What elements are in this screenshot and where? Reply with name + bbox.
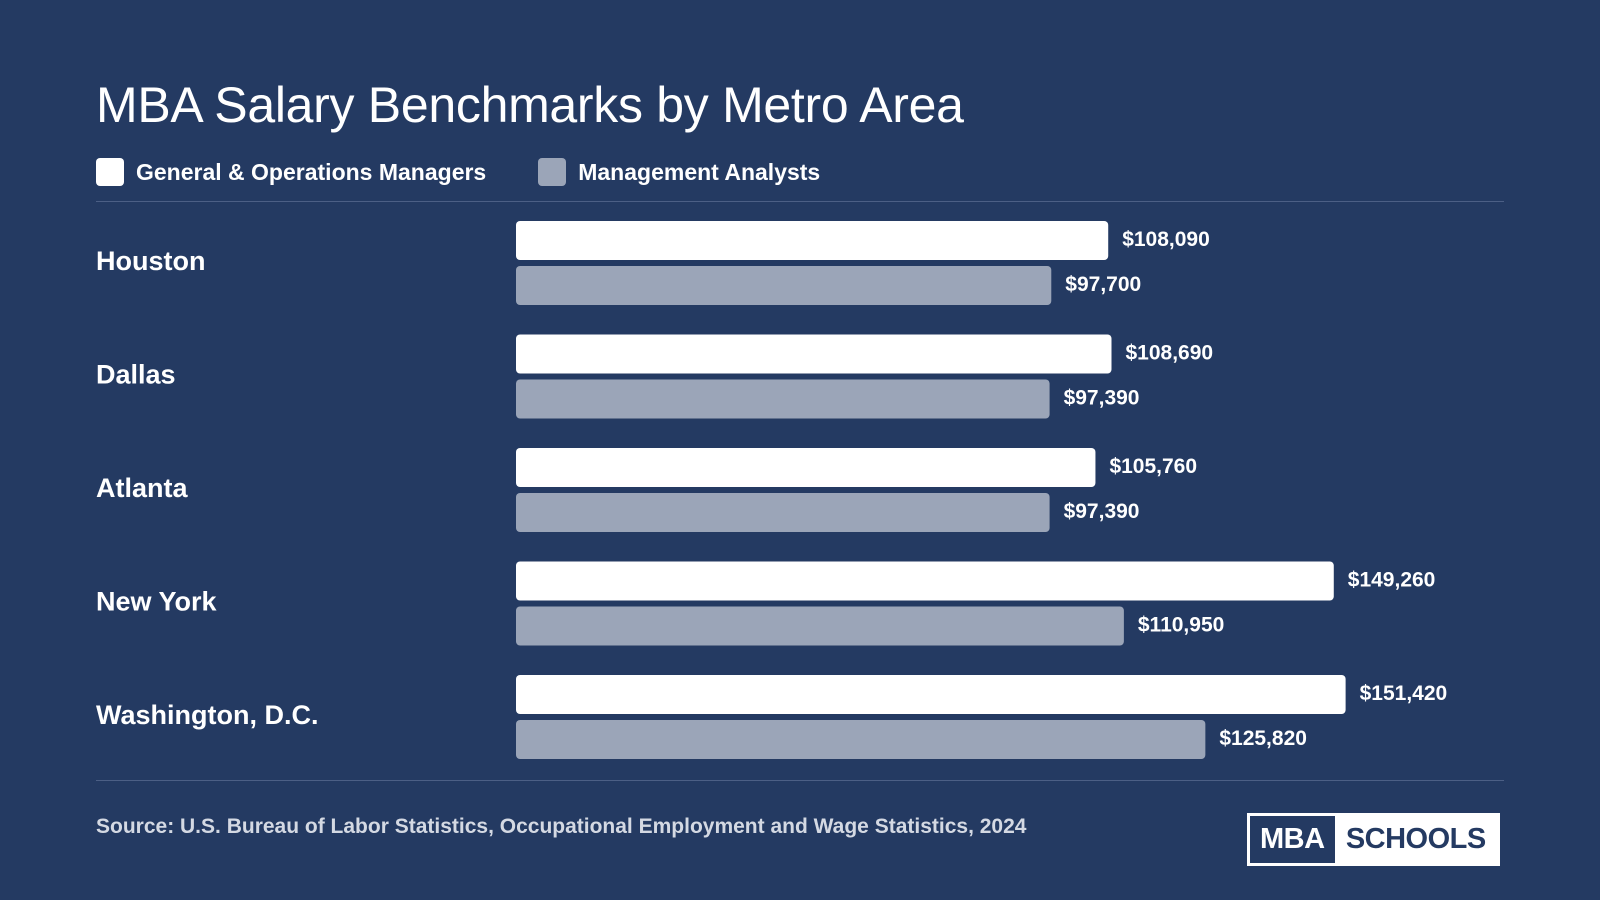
bar-analysts-washington-d-c bbox=[516, 720, 1206, 759]
bar-analysts-dallas bbox=[516, 379, 1050, 419]
logo-mba-text: MBA bbox=[1250, 816, 1335, 863]
bar-managers-atlanta bbox=[516, 448, 1096, 487]
source-note: Source: U.S. Bureau of Labor Statistics,… bbox=[96, 815, 1027, 838]
category-label-houston: Houston bbox=[96, 246, 205, 276]
bar-analysts-new-york bbox=[516, 606, 1124, 646]
bar-analysts-atlanta bbox=[516, 493, 1050, 532]
category-label-new-york: New York bbox=[96, 587, 218, 617]
category-label-washington-d-c: Washington, D.C. bbox=[96, 700, 318, 730]
legend-item-managers: General & Operations Managers bbox=[96, 158, 486, 186]
category-label-dallas: Dallas bbox=[96, 360, 176, 390]
bar-analysts-houston bbox=[516, 266, 1052, 305]
value-label-analysts-atlanta: $97,390 bbox=[1064, 500, 1140, 523]
bar-managers-houston bbox=[516, 221, 1109, 260]
bar-managers-new-york bbox=[516, 561, 1334, 601]
legend-swatch-managers bbox=[96, 158, 124, 186]
chart-title: MBA Salary Benchmarks by Metro Area bbox=[96, 77, 964, 133]
legend-item-analysts: Management Analysts bbox=[538, 158, 820, 186]
value-label-managers-atlanta: $105,760 bbox=[1109, 455, 1197, 478]
value-label-analysts-dallas: $97,390 bbox=[1064, 387, 1140, 410]
bar-managers-dallas bbox=[516, 334, 1112, 374]
legend-label-managers: General & Operations Managers bbox=[136, 158, 487, 185]
logo-schools-text: SCHOOLS bbox=[1334, 816, 1497, 863]
value-label-analysts-washington-d-c: $125,820 bbox=[1219, 727, 1307, 750]
bar-managers-washington-d-c bbox=[516, 675, 1346, 714]
top-divider bbox=[96, 201, 1504, 202]
legend-swatch-analysts bbox=[538, 158, 567, 186]
mba-schools-logo: MBA SCHOOLS bbox=[1247, 813, 1500, 866]
category-label-atlanta: Atlanta bbox=[96, 473, 188, 503]
value-label-managers-houston: $108,090 bbox=[1122, 228, 1210, 251]
bottom-divider bbox=[96, 780, 1504, 781]
legend-label-analysts: Management Analysts bbox=[578, 158, 821, 185]
value-label-analysts-houston: $97,700 bbox=[1065, 273, 1141, 296]
legend: General & Operations Managers Management… bbox=[96, 158, 872, 186]
value-label-managers-dallas: $108,690 bbox=[1126, 342, 1214, 365]
value-label-analysts-new-york: $110,950 bbox=[1138, 614, 1224, 637]
value-label-managers-washington-d-c: $151,420 bbox=[1360, 682, 1448, 705]
value-label-managers-new-york: $149,260 bbox=[1348, 569, 1436, 592]
